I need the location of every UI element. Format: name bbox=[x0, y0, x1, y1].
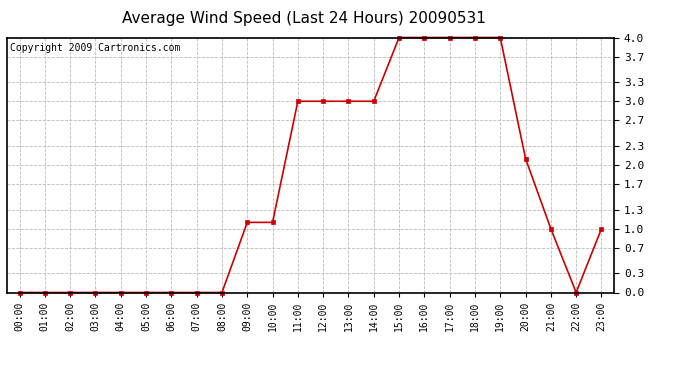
Text: Copyright 2009 Cartronics.com: Copyright 2009 Cartronics.com bbox=[10, 43, 180, 52]
Text: Average Wind Speed (Last 24 Hours) 20090531: Average Wind Speed (Last 24 Hours) 20090… bbox=[121, 11, 486, 26]
